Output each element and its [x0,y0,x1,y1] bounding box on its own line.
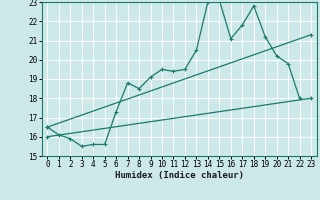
X-axis label: Humidex (Indice chaleur): Humidex (Indice chaleur) [115,171,244,180]
